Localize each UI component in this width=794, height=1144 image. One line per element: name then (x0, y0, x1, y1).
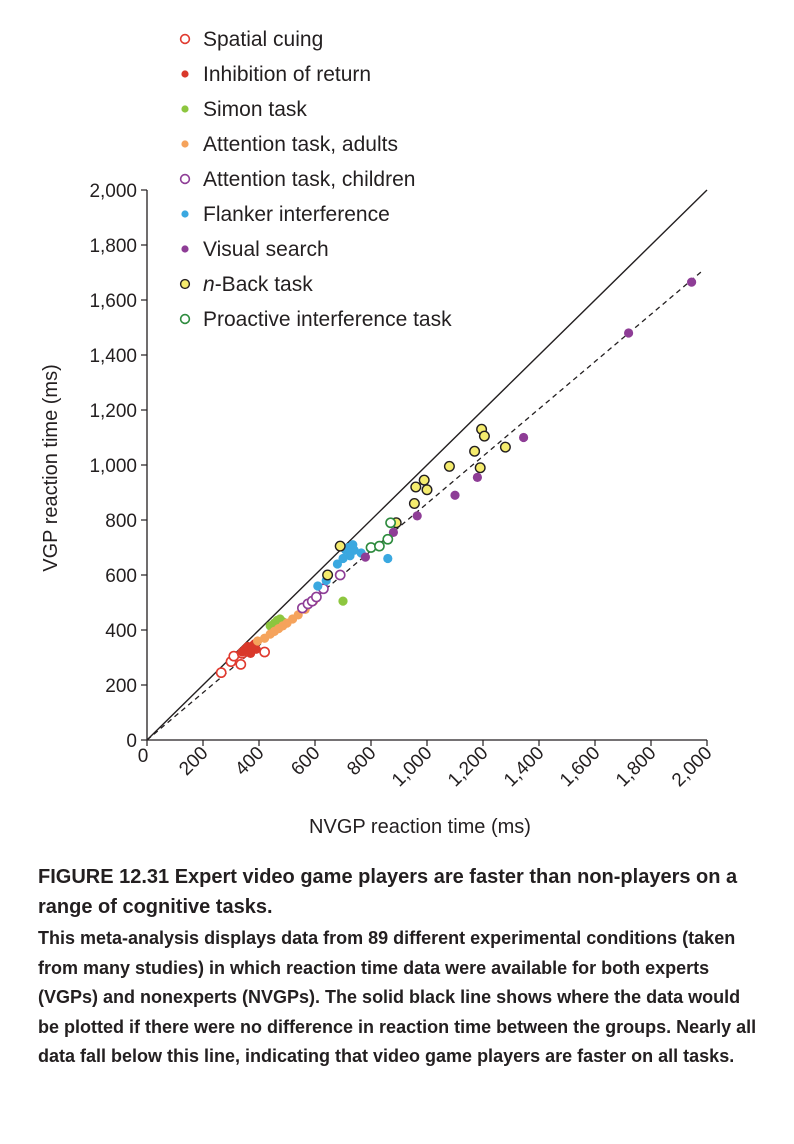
legend-label-proactive-interference-task: Proactive interference task (203, 308, 452, 331)
y-tick-label: 1,000 (89, 456, 137, 477)
point-simon-task (338, 596, 348, 606)
legend-marker-flanker-interference (181, 210, 189, 218)
x-tick-label: 2,000 (668, 743, 716, 791)
dashed-fit-line (146, 271, 702, 741)
legend-marker-simon-task (181, 105, 189, 113)
legend-marker-inhibition-of-return (181, 70, 189, 78)
y-axis-title: VGP reaction time (ms) (40, 364, 62, 571)
legend-marker-visual-search (181, 245, 189, 253)
point-attention-task-children (334, 569, 346, 581)
point-n-back-task (421, 484, 433, 496)
y-tick-label: 0 (126, 731, 137, 752)
legend-label-flanker-interference: Flanker interference (203, 203, 390, 226)
y-tick-label: 1,600 (89, 291, 137, 312)
point-visual-search (360, 552, 370, 562)
point-flanker-interference (383, 553, 393, 564)
point-n-back-task (474, 462, 486, 474)
x-tick-label: 0 (138, 746, 149, 767)
legend-marker-proactive-interference-task (179, 313, 191, 325)
point-attention-task-children (310, 591, 322, 603)
point-n-back-task (334, 540, 346, 552)
x-tick-label: 1,800 (612, 743, 660, 791)
point-spatial-cuing (235, 658, 247, 670)
x-tick-label: 1,200 (444, 743, 492, 791)
point-visual-search (687, 277, 697, 287)
legend-marker-attention-task-adults (181, 140, 189, 148)
point-proactive-interference-task (382, 533, 394, 545)
caption-title: FIGURE 12.31 Expert video game players a… (38, 866, 738, 918)
x-tick-label: 1,000 (388, 743, 436, 791)
y-tick-label: 800 (105, 511, 137, 532)
y-tick-label: 1,400 (89, 346, 137, 367)
x-tick-label: 800 (343, 743, 380, 780)
y-tick-label: 600 (105, 566, 137, 587)
legend-label-n-back-task: n-Back task (203, 273, 313, 296)
legend-marker-attention-task-children (179, 173, 191, 185)
x-tick-label: 1,600 (556, 743, 604, 791)
x-tick-label: 200 (175, 743, 212, 780)
y-tick-label: 1,800 (89, 236, 137, 257)
point-spatial-cuing (215, 667, 227, 679)
point-n-back-task (478, 430, 490, 442)
x-axis-title: NVGP reaction time (ms) (309, 816, 531, 838)
point-n-back-task (322, 569, 334, 581)
point-proactive-interference-task (385, 517, 396, 529)
y-tick-label: 400 (105, 621, 137, 642)
legend-label-simon-task: Simon task (203, 98, 307, 121)
point-inhibition-of-return (246, 648, 256, 658)
point-n-back-task (418, 474, 430, 486)
point-proactive-interference-task (373, 540, 385, 552)
point-n-back-task (408, 498, 420, 510)
point-attention-task-adults (253, 636, 263, 646)
y-tick-label: 200 (105, 676, 137, 697)
scatter-chart: 02004006008001,0001,2001,4001,6001,8002,… (40, 28, 717, 838)
point-spatial-cuing (259, 646, 270, 658)
x-tick-label: 600 (287, 743, 324, 780)
point-n-back-task (443, 460, 455, 472)
point-n-back-task (469, 445, 481, 457)
legend-label-attention-task-adults: Attention task, adults (203, 133, 398, 156)
point-visual-search (519, 432, 529, 443)
x-tick-label: 1,400 (500, 743, 548, 791)
point-flanker-interference (313, 581, 323, 591)
point-visual-search (624, 328, 634, 338)
axes (141, 189, 708, 746)
data-points (215, 277, 697, 679)
legend-label-spatial-cuing: Spatial cuing (203, 28, 323, 51)
legend-marker-spatial-cuing (179, 33, 191, 45)
point-visual-search (412, 511, 422, 521)
y-tick-label: 1,200 (89, 401, 137, 422)
point-flanker-interference (345, 551, 355, 561)
point-visual-search (450, 490, 460, 500)
legend-label-attention-task-children: Attention task, children (203, 168, 415, 191)
figure-caption: FIGURE 12.31 Expert video game players a… (38, 862, 758, 1072)
point-flanker-interference (338, 553, 348, 564)
caption-body: This meta-analysis displays data from 89… (38, 928, 757, 1066)
legend-label-visual-search: Visual search (203, 238, 329, 261)
y-tick-label: 2,000 (89, 181, 137, 202)
x-tick-label: 400 (231, 743, 268, 780)
point-n-back-task (499, 441, 511, 453)
point-visual-search (472, 472, 482, 482)
point-n-back-task (410, 481, 422, 493)
point-visual-search (388, 527, 398, 537)
legend: Spatial cuing Inhibition of return Simon t… (179, 28, 452, 331)
legend-marker-n-back-task (179, 278, 191, 290)
legend-label-inhibition-of-return: Inhibition of return (203, 63, 371, 86)
